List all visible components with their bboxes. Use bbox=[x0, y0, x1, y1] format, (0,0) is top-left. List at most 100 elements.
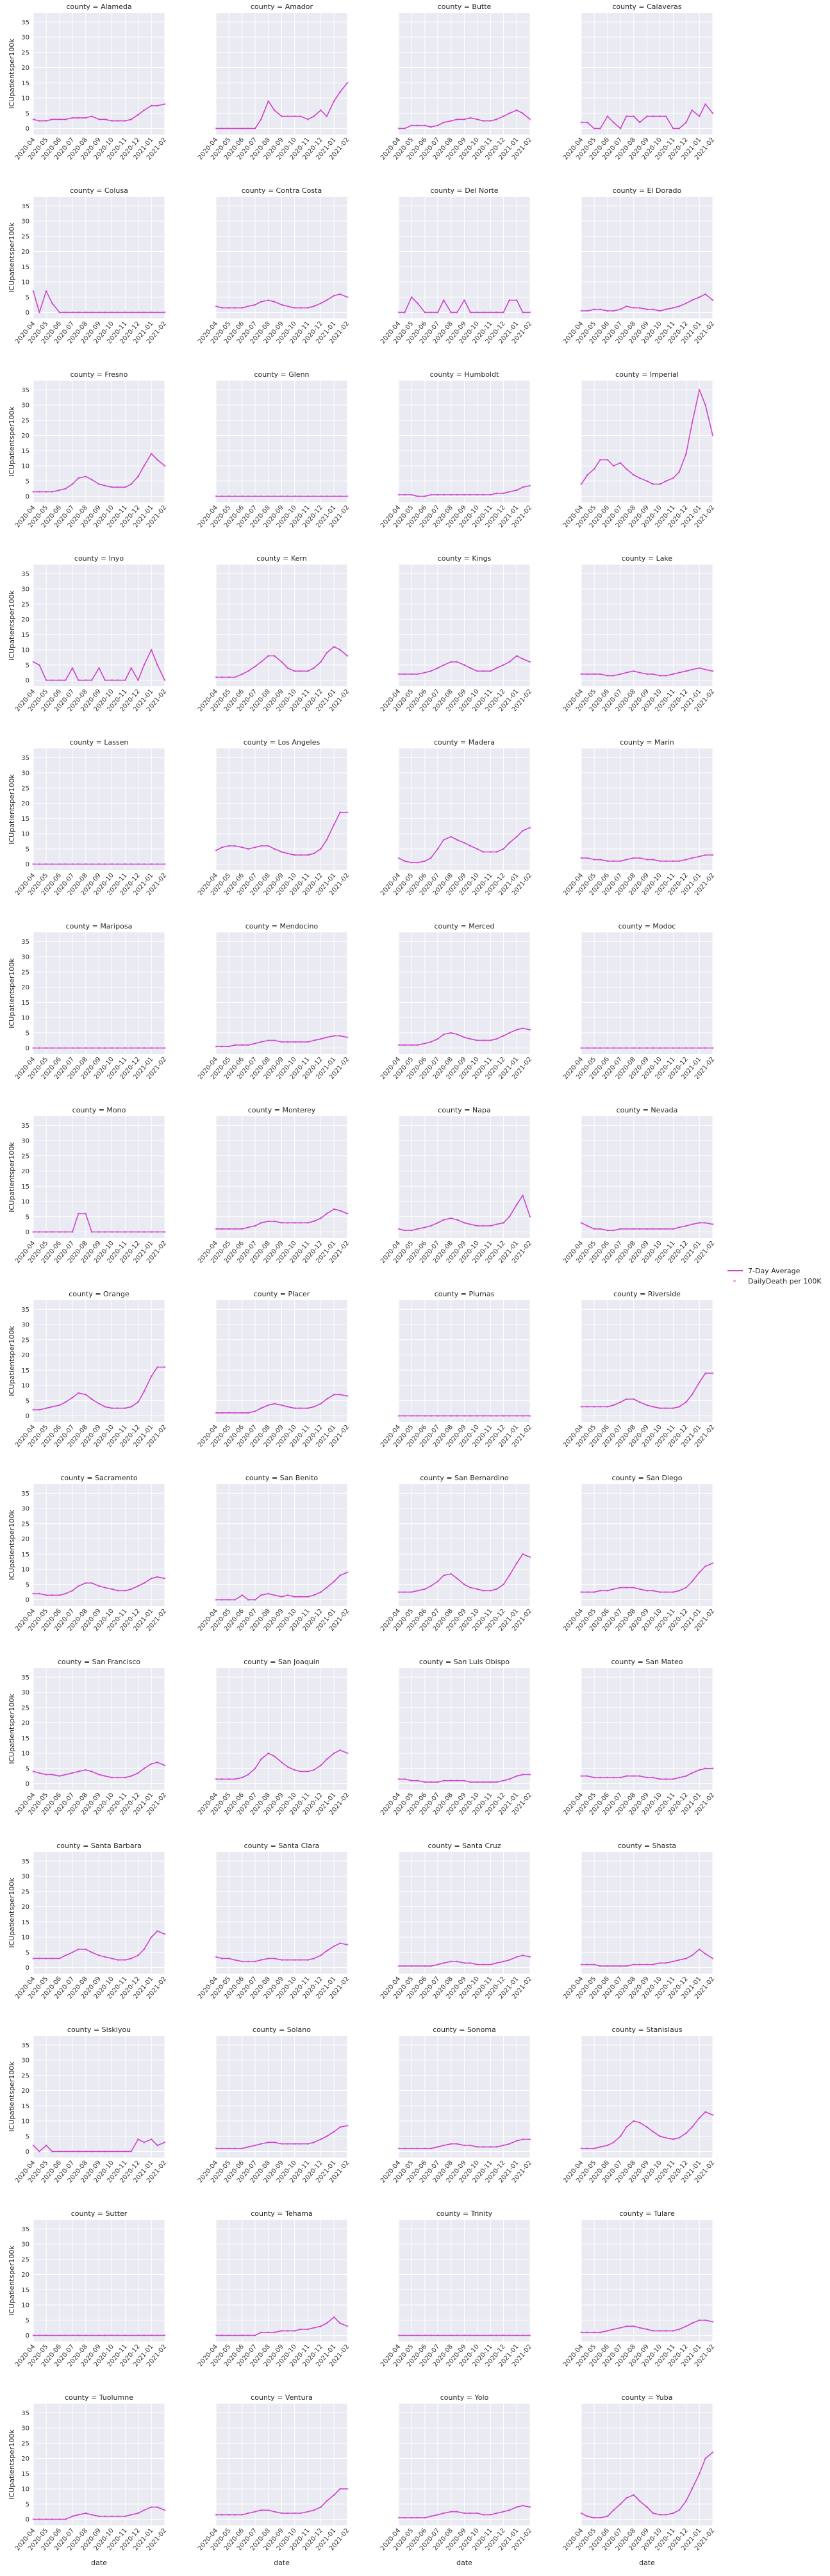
y-tick-label: 30 bbox=[21, 770, 29, 777]
panel-title: county = Tuolumne bbox=[65, 2393, 133, 2402]
panel-title: county = Humboldt bbox=[430, 370, 499, 379]
series-line bbox=[399, 485, 531, 497]
y-tick-label: 10 bbox=[21, 95, 29, 103]
series-line bbox=[399, 655, 531, 675]
legend-label: DailyDeath per 100K bbox=[748, 1276, 822, 1285]
y-tick-label: 0 bbox=[26, 2149, 29, 2156]
facet-panel: county = Nevada2020-042020-052020-062020… bbox=[562, 1106, 716, 1265]
facet-panel: county = Santa Cruz2020-042020-052020-06… bbox=[379, 1842, 533, 2001]
series-line bbox=[33, 649, 165, 681]
facet-panel: county = Napa2020-042020-052020-062020-0… bbox=[379, 1106, 533, 1265]
y-tick-label: 15 bbox=[21, 816, 29, 823]
y-tick-label: 25 bbox=[21, 1337, 29, 1344]
facet-panel: county = Mendocino2020-042020-052020-062… bbox=[197, 922, 351, 1081]
y-tick-label: 10 bbox=[21, 1199, 29, 1206]
series-line bbox=[33, 103, 165, 122]
panel-title: county = Placer bbox=[254, 1290, 310, 1298]
facet-panel: county = Colusa 0 5 10 15 20 25 30 35 ICUpatients… bbox=[8, 186, 168, 345]
panel-title: county = Contra Costa bbox=[242, 186, 322, 195]
panel-title: county = Stanislaus bbox=[611, 2026, 682, 2034]
panel-title: county = Imperial bbox=[615, 370, 679, 379]
facet-panel: county = Contra Costa2020-042020-052020-… bbox=[197, 186, 351, 345]
y-tick-label: 5 bbox=[26, 1030, 29, 1037]
y-tick-label: 20 bbox=[21, 2272, 29, 2279]
facet-panel: county = El Dorado2020-042020-052020-062… bbox=[562, 186, 716, 345]
panel-title: county = Fresno bbox=[71, 370, 128, 379]
y-tick-label: 5 bbox=[26, 2133, 29, 2140]
y-tick-label: 10 bbox=[21, 1015, 29, 1022]
y-tick-label: 35 bbox=[21, 2410, 29, 2417]
facet-panel: county = San Mateo2020-042020-052020-062… bbox=[562, 1658, 716, 1817]
series-line bbox=[33, 290, 165, 313]
y-axis-label: ICUpatientsper100k bbox=[8, 1510, 16, 1580]
y-tick-label: 30 bbox=[21, 2425, 29, 2432]
y-tick-label: 5 bbox=[26, 1949, 29, 1956]
facet-panel: county = Modoc2020-042020-052020-062020-… bbox=[562, 922, 716, 1081]
y-tick-label: 0 bbox=[26, 493, 29, 500]
panel-title: county = San Bernardino bbox=[420, 1474, 509, 1482]
y-tick-label: 20 bbox=[21, 433, 29, 440]
series-line bbox=[581, 1222, 713, 1231]
y-tick-label: 0 bbox=[26, 1965, 29, 1972]
y-tick-label: 10 bbox=[21, 1383, 29, 1390]
y-tick-label: 0 bbox=[26, 1229, 29, 1236]
series-line bbox=[398, 827, 531, 863]
facet-panel: county = Imperial2020-042020-052020-0620… bbox=[562, 370, 716, 529]
y-tick-label: 15 bbox=[21, 632, 29, 639]
panel-title: county = Calaveras bbox=[612, 3, 682, 11]
x-axis-label: date bbox=[91, 2559, 107, 2567]
y-tick-label: 0 bbox=[26, 310, 29, 317]
y-tick-label: 35 bbox=[21, 1123, 29, 1130]
y-tick-label: 25 bbox=[21, 233, 29, 240]
facet-panel: county = San Francisco 0 5 10 15 20 25 30 35 ICUp… bbox=[8, 1658, 168, 1817]
facet-panel: county = Monterey2020-042020-052020-0620… bbox=[197, 1106, 351, 1265]
y-tick-label: 30 bbox=[21, 586, 29, 593]
y-tick-label: 20 bbox=[21, 616, 29, 623]
y-tick-label: 30 bbox=[21, 402, 29, 409]
y-tick-label: 30 bbox=[21, 1138, 29, 1145]
panel-title: county = Sonoma bbox=[433, 2026, 496, 2034]
y-tick-label: 15 bbox=[21, 2103, 29, 2110]
panel-title: county = Napa bbox=[438, 1106, 490, 1114]
y-tick-label: 35 bbox=[21, 939, 29, 946]
panel-title: county = Santa Barbara bbox=[56, 1842, 142, 1850]
legend-label: 7-Day Average bbox=[748, 1266, 801, 1275]
facet-panel: county = Yolo2020-042020-052020-062020-0… bbox=[379, 2393, 533, 2567]
facet-panel: county = Ventura2020-042020-052020-06202… bbox=[197, 2393, 351, 2567]
panel-title: county = Shasta bbox=[618, 1842, 676, 1850]
series-line bbox=[33, 453, 165, 493]
panel-title: county = San Luis Obispo bbox=[419, 1658, 510, 1666]
y-tick-label: 20 bbox=[21, 2456, 29, 2463]
facet-panel: county = Kern2020-042020-052020-062020-0… bbox=[197, 554, 351, 713]
panel-title: county = Alameda bbox=[66, 3, 131, 11]
y-tick-label: 25 bbox=[21, 1153, 29, 1160]
panel-title: county = Santa Cruz bbox=[428, 1842, 501, 1850]
facet-panel: county = Santa Barbara 0 5 10 15 20 25 30 35 ICUp… bbox=[8, 1842, 168, 2001]
y-tick-label: 15 bbox=[21, 264, 29, 271]
panel-title: county = Yuba bbox=[622, 2393, 673, 2402]
y-tick-label: 5 bbox=[26, 1398, 29, 1405]
facet-panel: county = San Joaquin2020-042020-052020-0… bbox=[197, 1658, 351, 1817]
y-tick-label: 30 bbox=[21, 1690, 29, 1697]
y-tick-label: 5 bbox=[26, 846, 29, 853]
facet-panel: county = Sutter 0 5 10 15 20 25 30 35 ICUpatients… bbox=[8, 2209, 168, 2368]
facet-panel: county = Yuba2020-042020-052020-062020-0… bbox=[562, 2393, 716, 2567]
y-tick-label: 15 bbox=[21, 1367, 29, 1375]
panel-title: county = Butte bbox=[438, 3, 492, 11]
y-tick-label: 35 bbox=[21, 755, 29, 762]
facet-panel: county = Kings2020-042020-052020-062020-… bbox=[379, 554, 533, 713]
series-line bbox=[33, 1213, 165, 1233]
panel-title: county = Inyo bbox=[74, 554, 124, 563]
series-line bbox=[216, 1572, 348, 1601]
panel-title: county = Madera bbox=[434, 738, 495, 747]
panel-title: county = Mono bbox=[72, 1106, 126, 1114]
y-tick-label: 15 bbox=[21, 448, 29, 455]
y-tick-label: 15 bbox=[21, 2287, 29, 2294]
facet-panel: county = Los Angeles2020-042020-052020-0… bbox=[197, 738, 351, 897]
panel-title: county = Amador bbox=[251, 3, 313, 11]
y-tick-label: 20 bbox=[21, 65, 29, 72]
y-tick-label: 35 bbox=[21, 571, 29, 578]
series-line bbox=[33, 1576, 165, 1596]
y-tick-label: 10 bbox=[21, 1935, 29, 1942]
